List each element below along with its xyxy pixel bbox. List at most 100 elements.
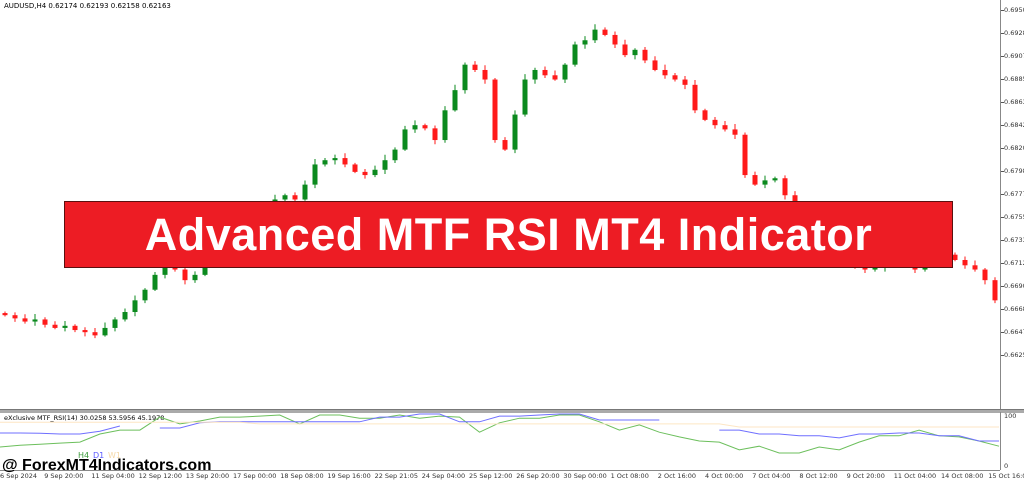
candle: [292, 192, 298, 203]
window-separator[interactable]: [0, 409, 1024, 413]
candle-body: [132, 300, 138, 313]
price-tick-label: 0.67985: [1004, 167, 1024, 175]
candle: [652, 56, 658, 72]
rsi-line-w1: [0, 421, 999, 428]
candle: [62, 321, 68, 332]
candle: [532, 67, 538, 84]
rsi-line-h4: [0, 414, 1000, 454]
candle: [462, 62, 468, 94]
time-tick-label: 12 Sep 12:00: [138, 472, 182, 480]
price-tick: [1001, 194, 1004, 195]
price-tick-label: 0.69070: [1004, 52, 1024, 60]
candle-body: [342, 158, 348, 165]
candle: [322, 157, 328, 167]
candle-body: [32, 319, 38, 322]
candle-body: [602, 29, 608, 35]
time-tick-label: 2 Oct 16:00: [657, 472, 697, 480]
candle: [32, 314, 38, 326]
price-tick: [1001, 217, 1004, 218]
candle-body: [332, 158, 338, 161]
price-tick: [1001, 102, 1004, 103]
candle: [712, 117, 718, 129]
candle: [402, 125, 408, 151]
price-tick: [1001, 125, 1004, 126]
price-tick: [1001, 79, 1004, 80]
candle-body: [402, 129, 408, 150]
candle: [782, 175, 788, 200]
time-tick-label: 19 Sep 16:00: [327, 472, 371, 480]
price-tick: [1001, 332, 1004, 333]
time-tick-label: 24 Sep 04:00: [421, 472, 466, 480]
legend-h4: H4: [78, 451, 90, 460]
time-axis: 6 Sep 2024 9 Sep 20:00 11 Sep 04:00 12 Sep …: [0, 470, 1024, 482]
candle: [992, 277, 998, 304]
candle-body: [112, 319, 118, 328]
candle-body: [362, 171, 368, 176]
candle: [592, 24, 598, 44]
candle-body: [562, 64, 568, 80]
candle-body: [42, 319, 48, 325]
time-tick-label: 4 Oct 00:00: [705, 472, 744, 480]
candle-body: [72, 325, 78, 331]
price-tick: [1001, 286, 1004, 287]
candle-body: [752, 175, 758, 185]
price-tick: [1001, 171, 1004, 172]
candle: [962, 256, 968, 269]
candle-body: [2, 313, 8, 316]
candle: [722, 121, 728, 132]
time-tick-label: 6 Sep 2024: [0, 472, 38, 480]
candle: [372, 165, 378, 178]
price-tick-label: 0.67335: [1004, 236, 1024, 244]
candle: [132, 295, 138, 317]
candle-body: [422, 125, 428, 129]
candle-body: [412, 125, 418, 130]
candle-body: [392, 149, 398, 161]
candle: [42, 317, 48, 328]
candle: [692, 80, 698, 114]
price-tick-label: 0.69285: [1004, 29, 1024, 37]
candle-body: [862, 267, 868, 270]
candle-body: [642, 49, 648, 61]
candle: [382, 154, 388, 175]
candle-body: [712, 119, 718, 126]
candle-body: [352, 164, 358, 172]
candle-body: [762, 180, 768, 185]
price-tick: [1001, 10, 1004, 11]
time-tick-label: 9 Sep 20:00: [44, 472, 84, 480]
time-tick-label: 26 Sep 20:00: [516, 472, 560, 480]
candle-body: [122, 312, 128, 320]
candle-body: [872, 267, 878, 270]
candle: [522, 74, 528, 117]
candle: [2, 311, 8, 317]
candle-body: [12, 315, 18, 319]
candle-body: [972, 265, 978, 270]
candle: [492, 77, 498, 143]
candle-body: [522, 79, 528, 115]
candle: [552, 70, 558, 81]
candle-body: [652, 60, 658, 70]
candle: [192, 271, 198, 283]
price-tick-label: 0.69505: [1004, 6, 1024, 14]
candle-body: [52, 324, 58, 328]
candle-body: [302, 184, 308, 200]
rsi-chart[interactable]: [0, 412, 1000, 470]
candle-body: [612, 34, 618, 45]
time-tick-label: 11 Sep 04:00: [91, 472, 135, 480]
rsi-tick-100: 100: [1004, 412, 1017, 420]
price-tick: [1001, 355, 1004, 356]
rsi-tick-0: 0: [1004, 462, 1009, 470]
candle: [122, 308, 128, 322]
watermark: @ ForexMT4Indicators.com: [2, 457, 212, 474]
candle: [612, 31, 618, 49]
price-tick-label: 0.66685: [1004, 305, 1024, 313]
candle: [602, 27, 608, 37]
candle: [682, 76, 688, 90]
candle-body: [622, 44, 628, 56]
candle-body: [782, 178, 788, 196]
legend-d1: D1: [93, 451, 105, 460]
candle: [972, 260, 978, 272]
candle-body: [372, 169, 378, 176]
candle: [732, 124, 738, 139]
time-tick-label: 18 Sep 08:00: [280, 472, 324, 480]
legend-w1: W1: [108, 451, 121, 460]
